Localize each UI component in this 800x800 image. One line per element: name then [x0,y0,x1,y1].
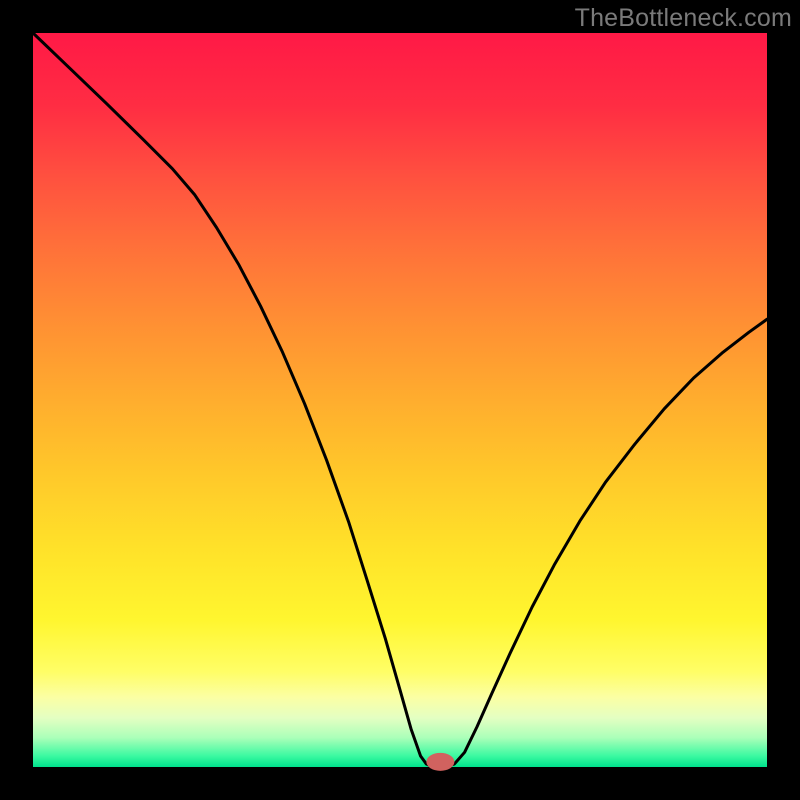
watermark-text: TheBottleneck.com [575,4,792,33]
chart-svg [0,0,800,800]
minimum-marker [426,753,454,771]
plot-area [33,33,767,767]
chart-frame: TheBottleneck.com [0,0,800,800]
